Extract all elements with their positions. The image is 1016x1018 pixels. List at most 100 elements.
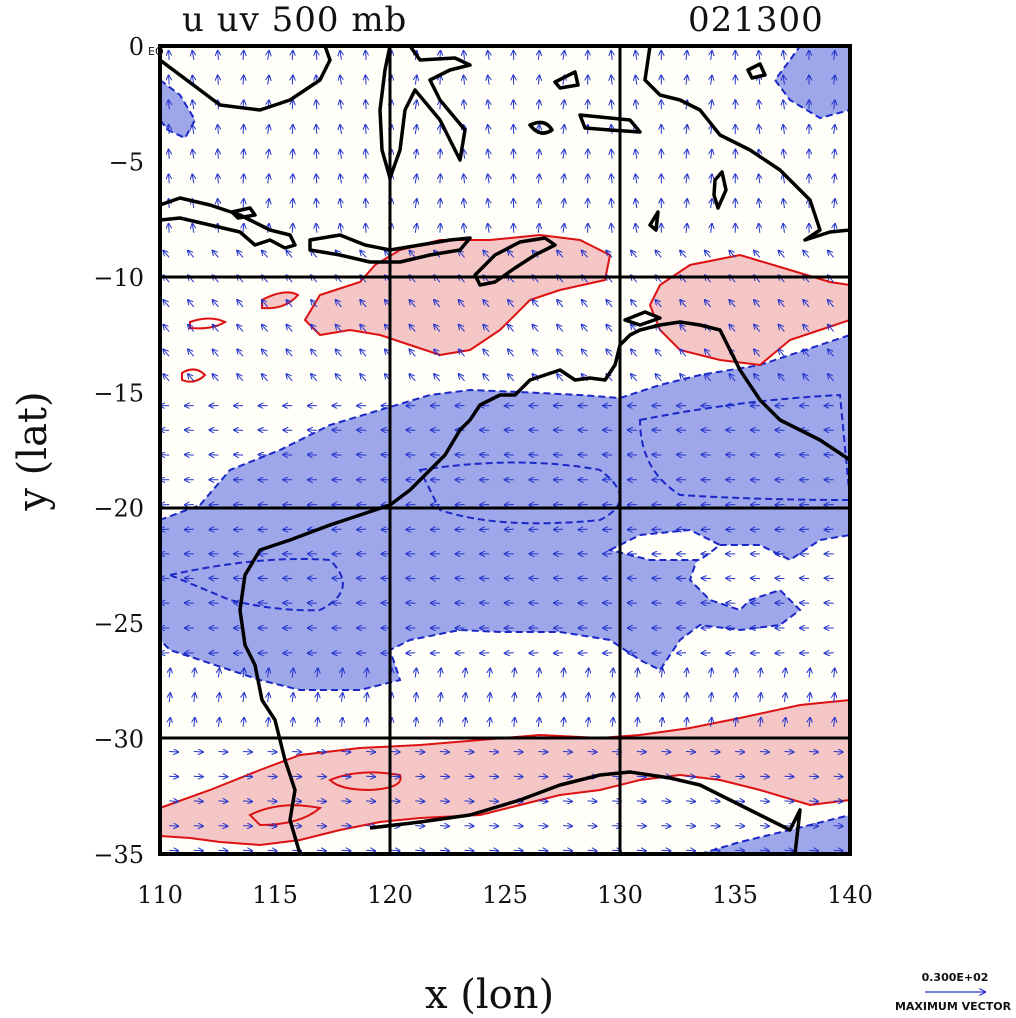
wind-vector <box>834 850 843 851</box>
wind-vector <box>440 776 449 777</box>
wind-vector <box>702 653 711 654</box>
wind-vector <box>711 850 720 851</box>
wind-vector <box>169 76 170 85</box>
wind-vector <box>563 850 572 851</box>
wind-vector <box>505 455 514 456</box>
wind-vector <box>169 850 178 851</box>
wind-vector <box>440 125 441 134</box>
wind-vector <box>554 653 563 654</box>
wind-vector <box>686 801 695 802</box>
wind-vector <box>185 455 194 456</box>
wind-vector <box>514 850 523 851</box>
wind-vector <box>661 751 670 752</box>
wind-vector <box>603 455 612 456</box>
wind-vector <box>529 455 538 456</box>
wind-vector <box>514 826 523 827</box>
wind-vector <box>588 751 597 752</box>
wind-vector <box>735 826 744 827</box>
y-tick-5: −25 <box>93 610 144 638</box>
wind-vector <box>332 455 341 456</box>
wind-vector <box>218 751 227 752</box>
wind-vector <box>637 801 646 802</box>
wind-vector <box>169 826 178 827</box>
x-axis-label: x (lon) <box>425 972 554 1018</box>
wind-vector <box>292 776 301 777</box>
wind-vector <box>317 850 326 851</box>
wind-vector <box>317 826 326 827</box>
wind-vector <box>834 776 843 777</box>
wind-vector <box>365 76 366 85</box>
x-tick-110: 110 <box>137 881 183 909</box>
wind-vector <box>194 850 203 851</box>
wind-vector <box>366 850 375 851</box>
wind-vector <box>292 100 293 109</box>
wind-vector <box>391 776 400 777</box>
wind-vector <box>243 850 252 851</box>
y-tick-labels: 0−5−10−15−20−25−30−35 <box>93 33 144 869</box>
wind-vector <box>465 751 474 752</box>
wind-vector <box>465 850 474 851</box>
wind-vector <box>834 826 843 827</box>
wind-vector <box>480 653 489 654</box>
wind-vector <box>529 653 538 654</box>
wind-vector <box>218 826 227 827</box>
wind-vector <box>365 125 366 134</box>
wind-vector <box>489 776 498 777</box>
wind-vector <box>628 455 637 456</box>
eq-label: EQ <box>148 45 164 58</box>
wind-vector <box>391 751 400 752</box>
wind-vector <box>825 455 834 456</box>
wind-vector <box>809 776 818 777</box>
wind-vector <box>563 751 572 752</box>
wind-vector <box>554 455 563 456</box>
wind-vector <box>456 455 465 456</box>
wind-vector <box>677 455 686 456</box>
wind-vector <box>292 51 293 60</box>
wind-vector <box>489 850 498 851</box>
wind-vector <box>169 776 178 777</box>
wind-vector <box>538 850 547 851</box>
wind-vector <box>628 653 637 654</box>
y-axis-label: y (lat) <box>10 366 56 536</box>
wind-vector <box>365 224 366 233</box>
x-tick-125: 125 <box>482 881 528 909</box>
wind-vector <box>234 653 243 654</box>
wind-vector <box>711 776 720 777</box>
wind-vector <box>431 455 440 456</box>
wind-vector <box>292 174 293 183</box>
wind-vector <box>440 224 441 233</box>
wind-vector <box>784 850 793 851</box>
wind-vector <box>686 850 695 851</box>
wind-vector <box>391 801 400 802</box>
wind-vector <box>760 801 769 802</box>
wind-vector <box>169 100 170 109</box>
wind-vector <box>661 850 670 851</box>
wind-vector <box>283 455 292 456</box>
wind-vector <box>194 801 203 802</box>
wind-vector <box>415 801 424 802</box>
wind-vector <box>341 751 350 752</box>
wind-vector <box>538 826 547 827</box>
wind-vector <box>465 776 474 777</box>
wind-vector <box>169 51 170 60</box>
wind-vector <box>169 801 178 802</box>
x-tick-115: 115 <box>252 881 298 909</box>
wind-vector <box>194 751 203 752</box>
wind-vector <box>809 751 818 752</box>
wind-vector <box>579 455 588 456</box>
legend-value: 0.300E+02 <box>922 971 989 984</box>
wind-vector <box>825 653 834 654</box>
wind-vector <box>440 751 449 752</box>
wind-vector <box>169 224 170 233</box>
wind-vector <box>308 455 317 456</box>
wind-vector <box>652 455 661 456</box>
wind-vector <box>775 455 784 456</box>
wind-vector <box>686 776 695 777</box>
wind-vector <box>169 751 178 752</box>
wind-vector <box>283 653 292 654</box>
wind-vector <box>440 850 449 851</box>
vector-legend: 0.300E+02 MAXIMUM VECTOR <box>895 971 1012 1013</box>
wind-vector <box>341 801 350 802</box>
wind-vector <box>661 801 670 802</box>
